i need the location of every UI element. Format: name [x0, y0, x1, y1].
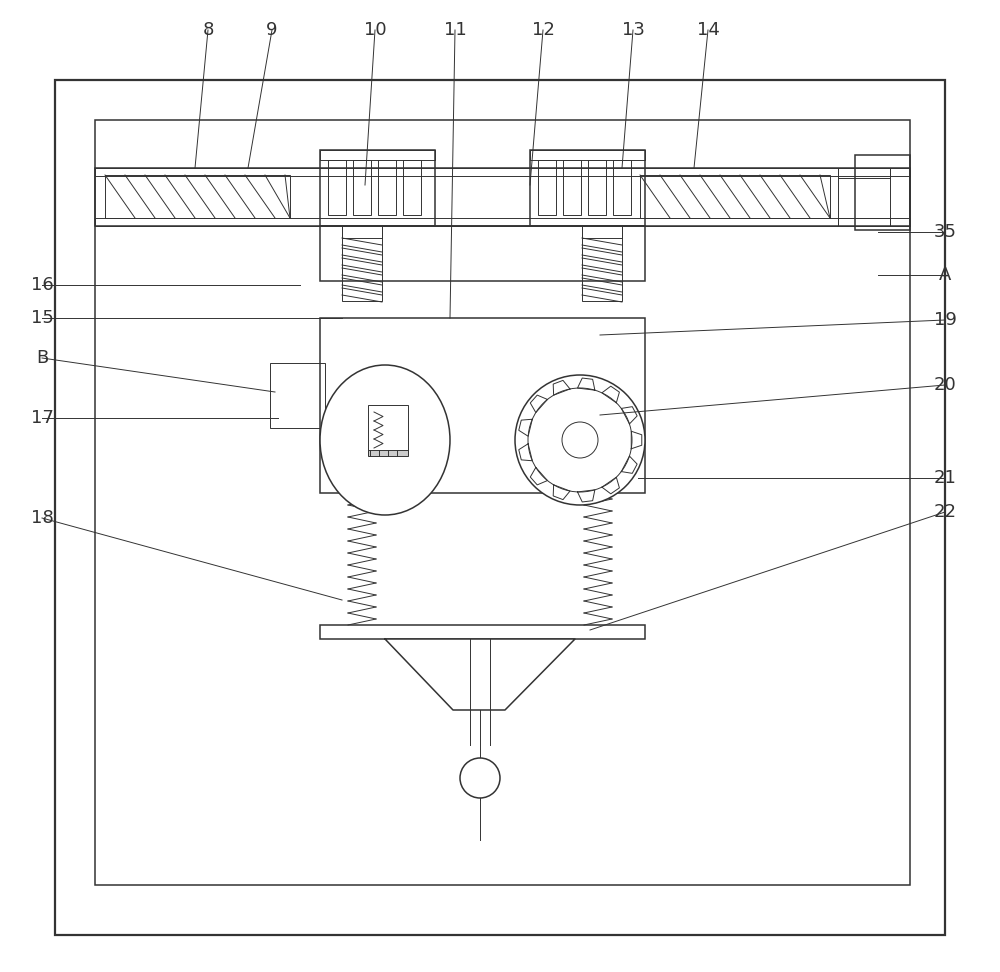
Bar	[855, 155, 910, 230]
Circle shape	[515, 375, 645, 505]
Bar	[342, 226, 382, 238]
Text: 20: 20	[934, 376, 956, 394]
Text: 16: 16	[31, 276, 53, 294]
Text: 10: 10	[364, 21, 386, 39]
Bar	[342, 226, 382, 301]
Bar	[563, 160, 581, 215]
Bar	[95, 120, 910, 885]
Bar	[582, 226, 622, 238]
Ellipse shape	[320, 365, 450, 515]
Bar	[613, 160, 631, 215]
Text: 18: 18	[31, 509, 53, 527]
Text: 11: 11	[444, 21, 466, 39]
Bar	[838, 168, 890, 178]
Text: 8: 8	[202, 21, 214, 39]
Text: 35: 35	[934, 223, 956, 241]
Bar	[838, 218, 890, 226]
Bar	[320, 318, 645, 493]
Bar	[368, 450, 408, 456]
Text: B: B	[36, 349, 48, 367]
Bar	[320, 150, 435, 160]
Bar	[353, 160, 371, 215]
Bar	[105, 175, 290, 218]
Polygon shape	[385, 639, 575, 710]
Bar	[530, 150, 645, 160]
Bar	[588, 160, 606, 215]
Text: 9: 9	[266, 21, 278, 39]
Bar	[838, 168, 890, 226]
Bar	[530, 150, 645, 226]
Text: 22: 22	[934, 503, 956, 521]
Bar	[95, 168, 910, 226]
Text: 14: 14	[697, 21, 719, 39]
Bar	[320, 150, 435, 226]
Circle shape	[460, 758, 500, 798]
Bar	[582, 226, 622, 301]
Bar	[403, 160, 421, 215]
Text: 19: 19	[934, 311, 956, 329]
Text: 17: 17	[31, 409, 53, 427]
Bar	[95, 168, 910, 176]
Bar	[328, 160, 346, 215]
Bar	[270, 363, 325, 428]
Bar	[368, 405, 408, 455]
Text: 15: 15	[31, 309, 53, 327]
Bar	[320, 625, 645, 639]
Bar	[378, 160, 396, 215]
Text: 21: 21	[934, 469, 956, 487]
Text: A: A	[939, 266, 951, 284]
Bar	[320, 226, 645, 281]
Bar	[538, 160, 556, 215]
Text: 13: 13	[622, 21, 644, 39]
Bar	[95, 218, 910, 226]
Text: 12: 12	[532, 21, 554, 39]
Bar	[55, 80, 945, 935]
Bar	[640, 175, 830, 218]
